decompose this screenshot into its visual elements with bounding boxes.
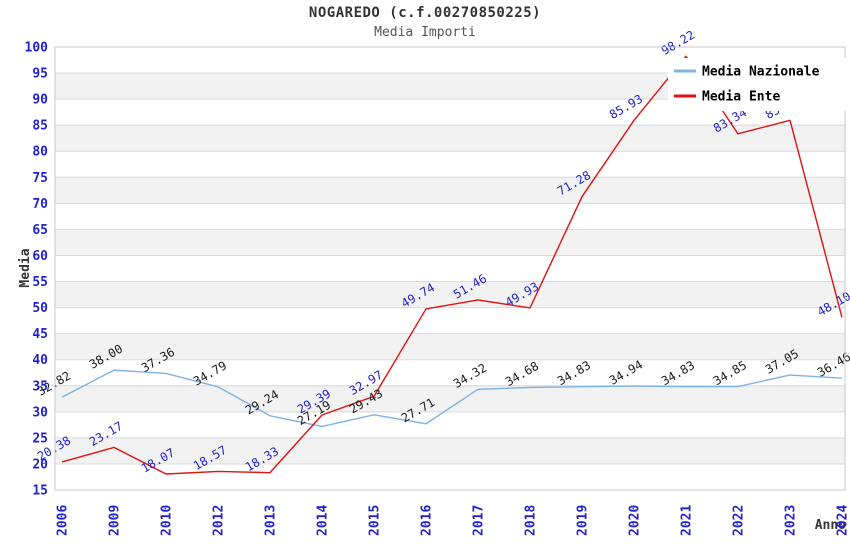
legend-item-media-ente: Media Ente	[674, 90, 780, 105]
y-tick-label: 100	[25, 41, 49, 56]
x-tick-label: 2016	[420, 505, 435, 536]
x-tick-label: 2017	[472, 505, 487, 536]
x-tick-label: 2019	[576, 505, 591, 536]
y-tick-label: 95	[32, 67, 48, 82]
plot-band	[55, 255, 845, 282]
legend: Media Nazionale Media Ente	[668, 58, 848, 111]
y-tick-label: 55	[32, 275, 48, 290]
plot-band	[55, 359, 845, 386]
y-tick-label: 50	[32, 301, 48, 316]
x-tick-label: 2012	[212, 505, 227, 536]
series-line-media-nazionale	[61, 369, 843, 428]
plot-band	[55, 203, 845, 230]
y-tick-label: 20	[32, 457, 48, 472]
x-tick-label: 2014	[316, 505, 331, 536]
plot-band	[55, 463, 845, 490]
y-axis-ticks: 15 20 25 30 35 40 45 50 55 60 65 70 75 80 85 90 95 100	[25, 41, 49, 499]
plot-bands	[55, 47, 845, 490]
legend-item-media-nazionale: Media Nazionale	[674, 65, 820, 80]
plot-band	[55, 333, 845, 360]
plot-band	[55, 151, 845, 178]
y-tick-label: 15	[32, 484, 48, 499]
x-axis-ticks: 2006 2009 2010 2012 2013 2014 2015 2016 2017 2018…	[56, 505, 850, 536]
plot-band	[55, 177, 845, 204]
x-tick-label: 2006	[56, 505, 71, 536]
legend-box	[668, 58, 848, 111]
y-tick-label: 70	[32, 197, 48, 212]
y-tick-label: 60	[32, 249, 48, 264]
plot-border	[54, 46, 846, 491]
y-tick-label: 45	[32, 327, 48, 342]
x-tick-label: 2013	[264, 505, 279, 536]
x-tick-label: 2010	[160, 505, 175, 536]
legend-label: Media Nazionale	[702, 65, 820, 80]
y-tick-label: 25	[32, 431, 48, 446]
plot-band	[55, 411, 845, 438]
plot-band	[55, 307, 845, 334]
chart-subtitle: Media Importi	[374, 25, 476, 40]
plot-band	[55, 281, 845, 308]
plot-band	[55, 437, 845, 464]
y-tick-label: 90	[32, 93, 48, 108]
y-tick-label: 35	[32, 379, 48, 394]
x-tick-label: 2018	[524, 505, 539, 536]
plot-band	[55, 229, 845, 256]
x-tick-label: 2023	[784, 505, 799, 536]
y-tick-label: 80	[32, 145, 48, 160]
chart-title: NOGAREDO (c.f.00270850225)	[308, 5, 542, 21]
x-tick-label: 2024	[836, 505, 850, 536]
y-tick-label: 40	[32, 353, 48, 368]
y-tick-label: 65	[32, 223, 48, 238]
x-tick-label: 2020	[628, 505, 643, 536]
y-tick-label: 30	[32, 405, 48, 420]
plot-band	[55, 125, 845, 152]
y-tick-label: 85	[32, 119, 48, 134]
x-axis-title: Anno	[815, 518, 846, 533]
y-axis-title: Media	[18, 248, 33, 287]
x-tick-label: 2015	[368, 505, 383, 536]
x-tick-label: 2022	[732, 505, 747, 536]
x-tick-label: 2009	[108, 505, 123, 536]
x-tick-label: 2021	[680, 505, 695, 536]
legend-label: Media Ente	[702, 90, 780, 105]
y-tick-label: 75	[32, 171, 48, 186]
